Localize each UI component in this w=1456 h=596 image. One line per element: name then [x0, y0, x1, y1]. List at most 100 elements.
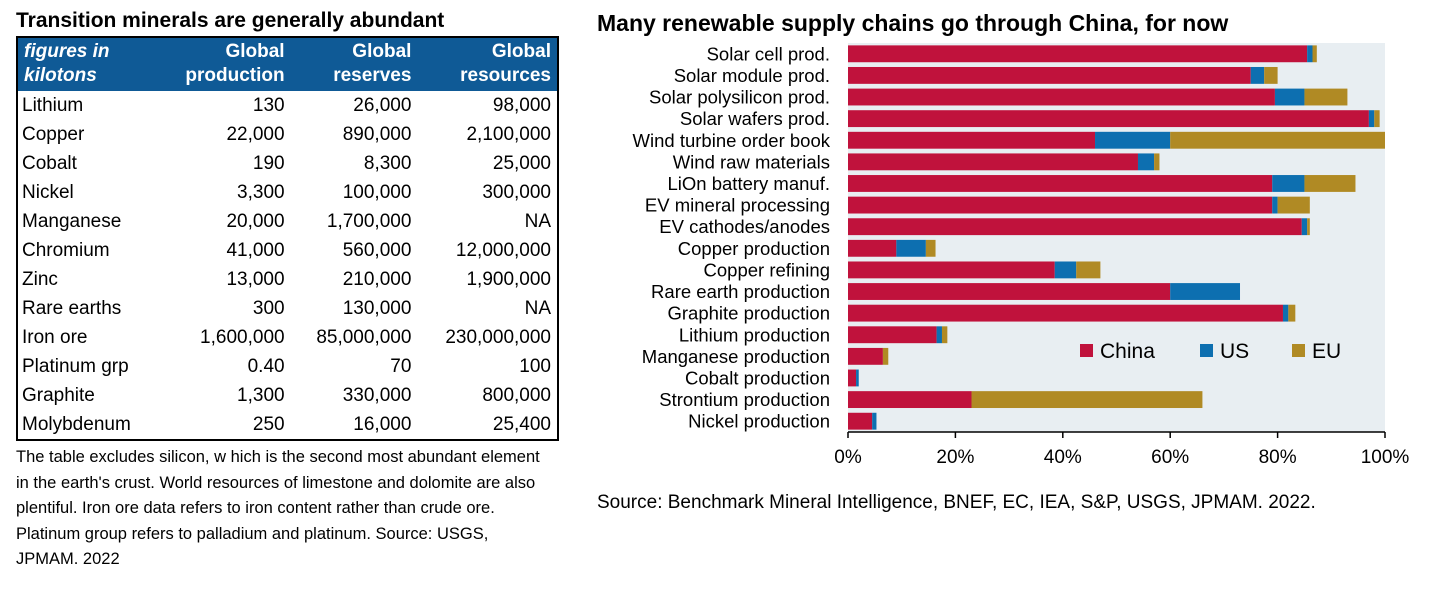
x-tick-label: 0%	[834, 447, 862, 468]
header-units-line1: figures in	[24, 41, 110, 62]
chart-panel: Many renewable supply chains go through …	[590, 0, 1456, 596]
reserves-value: 560,000	[342, 240, 412, 261]
bar-eu	[1288, 304, 1296, 322]
mineral-name: Zinc	[22, 269, 58, 290]
chart-title: Many renewable supply chains go through …	[597, 10, 1229, 36]
x-tick-label: 20%	[936, 447, 974, 468]
mineral-name: Cobalt	[22, 153, 77, 174]
table-row: Nickel 3,300 100,000 300,000	[17, 178, 558, 207]
bar-china	[848, 412, 873, 430]
resources-value: 25,400	[492, 414, 551, 435]
resources-value: 230,000,000	[445, 327, 551, 348]
bar-us	[1054, 261, 1077, 279]
header-reserves-line1: Global	[352, 41, 412, 62]
table-row: Chromium 41,000 560,000 12,000,000	[17, 236, 558, 265]
production-value: 250	[252, 414, 285, 435]
bar-china	[848, 66, 1251, 84]
header-reserves-line2: reserves	[333, 65, 412, 86]
bar-us	[856, 369, 859, 387]
reserves-value: 70	[390, 356, 412, 377]
header-units-line2: kilotons	[24, 65, 97, 86]
bar-eu	[1307, 218, 1310, 236]
bar-us	[1137, 153, 1155, 171]
mineral-name: Platinum grp	[22, 356, 129, 377]
category-label: Solar wafers prod.	[680, 108, 830, 129]
bar-china	[848, 45, 1308, 63]
reserves-value: 330,000	[342, 385, 412, 406]
bar-us	[1274, 88, 1305, 106]
production-value: 13,000	[226, 269, 285, 290]
bar-eu	[941, 326, 948, 344]
bar-us	[1170, 283, 1241, 300]
bar-china	[848, 261, 1055, 279]
reserves-value: 210,000	[342, 269, 412, 290]
production-value: 1,600,000	[200, 327, 285, 348]
resources-value: 98,000	[492, 95, 551, 116]
category-label: Lithium production	[679, 324, 830, 345]
bar-us	[1307, 45, 1313, 63]
table-row: Rare earths 300 130,000 NA	[17, 294, 558, 323]
production-value: 130	[252, 95, 285, 116]
table-row: Iron ore 1,600,000 85,000,000 230,000,000	[17, 323, 558, 352]
bar-us	[1282, 304, 1289, 322]
bar-china	[848, 326, 937, 344]
category-label: Wind raw materials	[673, 151, 830, 172]
bar-china	[848, 304, 1283, 322]
reserves-value: 85,000,000	[316, 327, 412, 348]
bar-eu	[1154, 153, 1160, 171]
header-production: Global production	[158, 37, 291, 91]
mineral-name: Rare earths	[22, 298, 122, 319]
bar-eu	[1264, 66, 1278, 84]
mineral-name: Copper	[22, 124, 85, 145]
x-tick-label: 80%	[1259, 447, 1297, 468]
bar-eu	[1170, 131, 1385, 149]
resources-value: 25,000	[492, 153, 551, 174]
x-tick-label: 100%	[1361, 447, 1410, 468]
production-value: 22,000	[226, 124, 285, 145]
bar-eu	[1374, 110, 1380, 128]
table-title: Transition minerals are generally abunda…	[16, 9, 445, 32]
bar-us	[1095, 131, 1171, 149]
bar-eu	[882, 347, 889, 365]
bar-us	[1272, 175, 1305, 192]
resources-value: 100	[519, 356, 551, 377]
mineral-name: Chromium	[22, 240, 110, 261]
legend-label-us: US	[1220, 340, 1249, 363]
category-label: EV cathodes/anodes	[659, 216, 830, 237]
category-label: Graphite production	[668, 303, 831, 324]
production-value: 300	[252, 298, 285, 319]
bar-china	[848, 175, 1273, 192]
table-row: Copper 22,000 890,000 2,100,000	[17, 120, 558, 149]
table-note: The table excludes silicon, w hich is th…	[16, 448, 540, 568]
table-row: Graphite 1,300 330,000 800,000	[17, 381, 558, 410]
legend-swatch-china	[1080, 344, 1093, 357]
category-label: EV mineral processing	[645, 195, 830, 216]
table-header-row: figures in kilotons Global production Gl…	[17, 37, 558, 91]
legend-swatch-us	[1200, 344, 1213, 357]
production-value: 190	[252, 153, 285, 174]
legend-swatch-eu	[1292, 344, 1305, 357]
resources-value: NA	[524, 211, 551, 232]
bar-us	[896, 239, 926, 257]
bar-eu	[1312, 45, 1317, 63]
bar-china	[848, 347, 883, 365]
x-tick-label: 60%	[1151, 447, 1189, 468]
legend-label-china: China	[1100, 340, 1155, 363]
minerals-table: figures in kilotons Global production Gl…	[16, 36, 559, 441]
table-row: Zinc 13,000 210,000 1,900,000	[17, 265, 558, 294]
bar-us	[1301, 218, 1308, 236]
resources-value: 300,000	[482, 182, 551, 203]
mineral-name: Lithium	[22, 95, 84, 116]
bar-china	[848, 369, 857, 387]
x-tick-label: 40%	[1044, 447, 1082, 468]
bar-eu	[1304, 175, 1356, 192]
production-value: 3,300	[237, 182, 285, 203]
bar-eu	[1076, 261, 1101, 279]
stacked-bar-chart: Solar cell prod.Solar module prod.Solar …	[633, 43, 1410, 468]
header-production-line2: production	[185, 65, 285, 86]
category-label: Solar cell prod.	[707, 43, 830, 64]
category-label: Nickel production	[688, 411, 830, 432]
table-row: Molybdenum 250 16,000 25,400	[17, 410, 558, 440]
legend-label-eu: EU	[1312, 340, 1341, 363]
bar-us	[1272, 196, 1278, 214]
